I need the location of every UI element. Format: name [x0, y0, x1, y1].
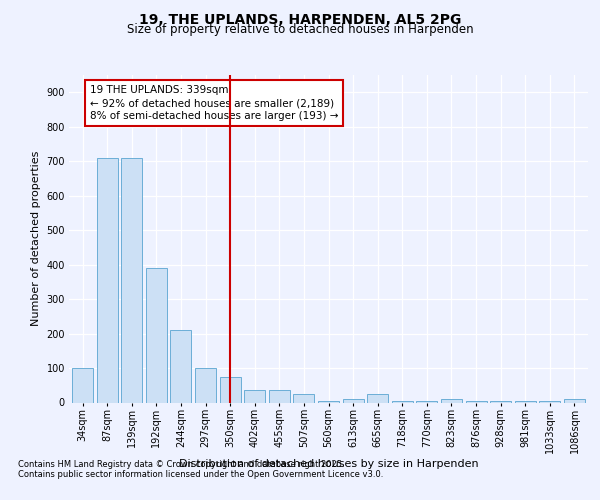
Y-axis label: Number of detached properties: Number of detached properties — [31, 151, 41, 326]
Bar — [146, 268, 167, 402]
Text: 19 THE UPLANDS: 339sqm
← 92% of detached houses are smaller (2,189)
8% of semi-d: 19 THE UPLANDS: 339sqm ← 92% of detached… — [90, 85, 338, 121]
Bar — [72, 368, 93, 402]
Bar — [343, 399, 364, 402]
Bar — [490, 401, 511, 402]
Text: Contains public sector information licensed under the Open Government Licence v3: Contains public sector information licen… — [18, 470, 383, 479]
Text: Contains HM Land Registry data © Crown copyright and database right 2025.: Contains HM Land Registry data © Crown c… — [18, 460, 344, 469]
Bar — [539, 401, 560, 402]
Bar — [244, 390, 265, 402]
Bar — [170, 330, 191, 402]
Bar — [392, 401, 413, 402]
Bar — [97, 158, 118, 402]
Bar — [515, 401, 536, 402]
Text: Size of property relative to detached houses in Harpenden: Size of property relative to detached ho… — [127, 24, 473, 36]
Text: 19, THE UPLANDS, HARPENDEN, AL5 2PG: 19, THE UPLANDS, HARPENDEN, AL5 2PG — [139, 12, 461, 26]
Bar — [220, 376, 241, 402]
Bar — [269, 390, 290, 402]
Bar — [318, 401, 339, 402]
Bar — [367, 394, 388, 402]
Bar — [441, 399, 462, 402]
Bar — [564, 399, 585, 402]
X-axis label: Distribution of detached houses by size in Harpenden: Distribution of detached houses by size … — [179, 459, 478, 469]
Bar — [195, 368, 216, 402]
Bar — [293, 394, 314, 402]
Bar — [416, 401, 437, 402]
Bar — [121, 158, 142, 402]
Bar — [466, 401, 487, 402]
